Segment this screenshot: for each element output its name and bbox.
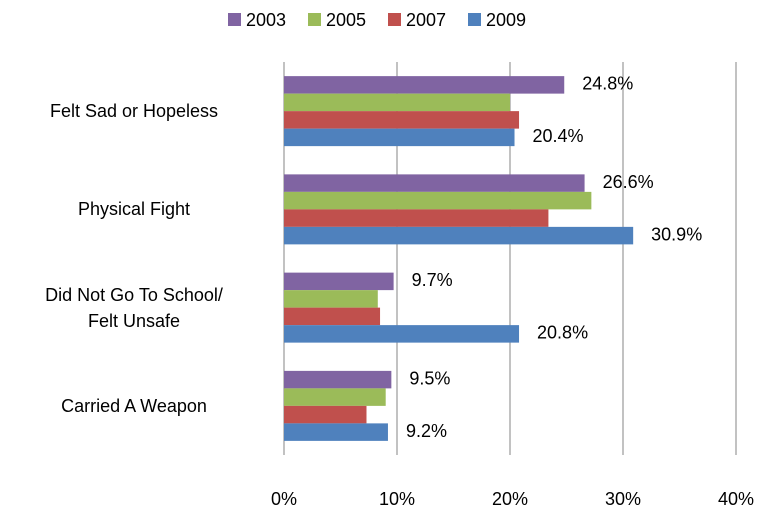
bar (284, 405, 367, 424)
bar (284, 191, 592, 210)
x-tick-label: 30% (605, 489, 641, 509)
x-tick-label: 10% (379, 489, 415, 509)
bar (284, 128, 515, 147)
bar (284, 174, 585, 192)
category-label: Did Not Go To School/ Felt Unsafe (45, 284, 223, 331)
data-label: 20.4% (533, 126, 584, 146)
legend-swatch (388, 13, 401, 26)
x-tick-label: 20% (492, 489, 528, 509)
data-label: 9.5% (409, 368, 450, 388)
x-tick-label: 0% (271, 489, 297, 509)
legend-swatch (468, 13, 481, 26)
bar (284, 93, 510, 112)
legend-swatch (228, 13, 241, 26)
bar (284, 76, 565, 94)
legend-label: 2009 (486, 10, 526, 30)
bar (284, 325, 520, 343)
bar (284, 290, 378, 308)
bar (284, 209, 549, 227)
bar (284, 226, 634, 245)
bar (284, 388, 386, 406)
legend-swatch (308, 13, 321, 26)
data-label: 9.7% (412, 270, 453, 290)
bar (284, 307, 381, 326)
data-label: 30.9% (651, 224, 702, 244)
legend-label: 2005 (326, 10, 366, 30)
x-tick-label: 40% (718, 489, 754, 509)
data-label: 9.2% (406, 421, 447, 441)
data-label: 20.8% (537, 323, 588, 343)
bar (284, 272, 394, 291)
legend-label: 2003 (246, 10, 286, 30)
bar (284, 370, 392, 389)
bar (284, 111, 520, 129)
bar (284, 423, 388, 441)
category-label: Physical Fight (77, 199, 191, 220)
data-label: 24.8% (582, 74, 633, 94)
legend-label: 2007 (406, 10, 446, 30)
data-label: 26.6% (603, 172, 654, 192)
category-label: Felt Sad or Hopeless (49, 101, 219, 122)
category-label: Carried A Weapon (61, 395, 207, 416)
